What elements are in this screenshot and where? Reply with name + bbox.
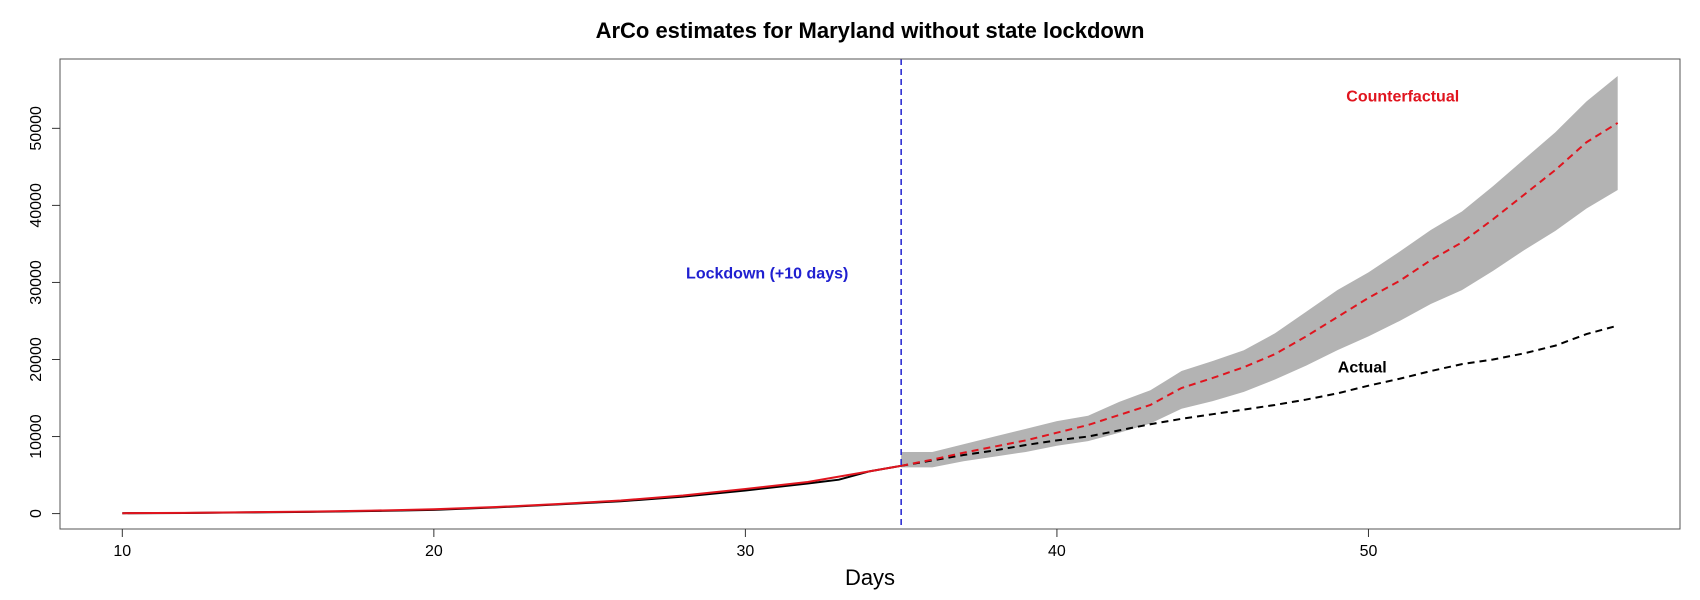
x-tick-label: 50 <box>1360 543 1378 560</box>
x-tick-label: 20 <box>425 543 443 560</box>
intervention-label: Lockdown (+10 days) <box>686 266 848 283</box>
y-tick-label: 30000 <box>28 260 45 305</box>
plot-frame <box>59 58 1681 530</box>
y-tick-label: 40000 <box>28 183 45 228</box>
plot-layer <box>122 59 1619 529</box>
y-tick-label: 10000 <box>28 414 45 459</box>
annotation-actual: Actual <box>1338 360 1387 377</box>
series-line-actual-dashed <box>900 324 1618 467</box>
series-line-counterfactual-solid <box>122 464 902 515</box>
annotation-counterfactual: Counterfactual <box>1346 88 1459 105</box>
x-axis-label: Days <box>845 565 895 590</box>
annotations: Counterfactual Actual <box>1338 88 1459 376</box>
x-tick-label: 40 <box>1048 543 1066 560</box>
x-axis: 10 20 30 40 50 <box>113 529 1377 560</box>
y-tick-label: 0 <box>28 509 45 518</box>
y-axis: 0 10000 20000 30000 40000 50000 <box>28 106 60 518</box>
y-tick-label: 50000 <box>28 106 45 151</box>
y-tick-label: 20000 <box>28 337 45 382</box>
confidence-band <box>901 75 1618 468</box>
chart-title: ArCo estimates for Maryland without stat… <box>596 18 1145 43</box>
x-tick-label: 30 <box>736 543 754 560</box>
x-tick-label: 10 <box>113 543 131 560</box>
series-line-counterfactual-dashed <box>900 122 1619 467</box>
